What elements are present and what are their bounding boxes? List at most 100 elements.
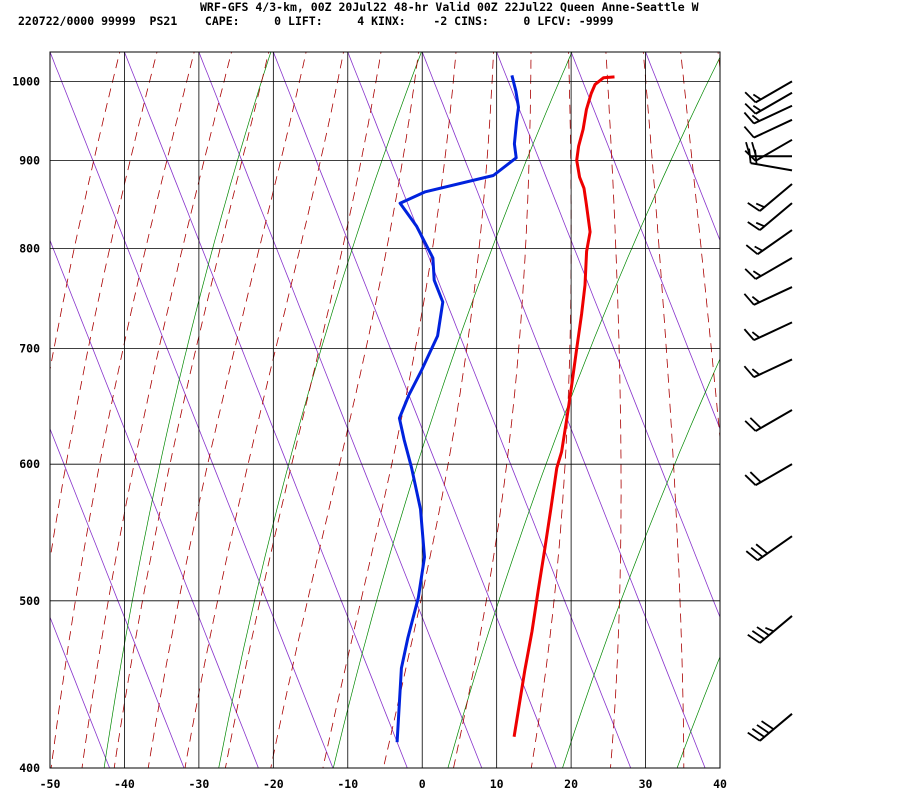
isotherm-line bbox=[347, 52, 632, 768]
barb-feather bbox=[745, 244, 759, 255]
moist-adiabat-line bbox=[184, 52, 344, 768]
barb-feather bbox=[754, 245, 763, 252]
x-tick-label: -20 bbox=[263, 777, 284, 791]
wind-barb bbox=[743, 358, 793, 379]
tick-labels: -50 -40 -30 -20 -10 0 10 20 30 40 400 500 600 700 800 9… bbox=[12, 74, 727, 791]
isotherm-line bbox=[794, 52, 900, 768]
moist-adiabat-line bbox=[680, 52, 720, 442]
wind-barbs bbox=[743, 80, 793, 742]
moist-adiabat-line bbox=[224, 52, 382, 768]
moist-adiabat-line bbox=[81, 52, 232, 768]
x-tick-label: -50 bbox=[40, 777, 61, 791]
barb-feather bbox=[751, 630, 765, 640]
dry-adiabat-line bbox=[218, 52, 422, 768]
moist-adiabat-line bbox=[147, 52, 307, 768]
isotherm-line bbox=[50, 52, 334, 768]
moist-adiabat-line bbox=[50, 52, 121, 372]
barb-staff bbox=[753, 358, 793, 379]
barb-feather bbox=[755, 221, 765, 228]
barb-feather bbox=[752, 93, 762, 101]
barb-feather bbox=[747, 202, 761, 212]
barb-staff bbox=[759, 615, 793, 644]
x-tick-label: 40 bbox=[713, 777, 727, 791]
barb-feather bbox=[751, 295, 760, 303]
barb-staff bbox=[755, 463, 793, 487]
barb-staff bbox=[753, 321, 793, 342]
x-tick-label: 20 bbox=[564, 777, 578, 791]
wind-barb bbox=[743, 118, 793, 139]
barb-staff bbox=[755, 257, 793, 280]
isotherm-line bbox=[421, 52, 706, 768]
barb-feather bbox=[755, 543, 768, 555]
dry-adiabat-line bbox=[447, 56, 720, 768]
x-tick-label: -30 bbox=[188, 777, 209, 791]
barb-feather bbox=[744, 474, 757, 486]
wind-barb bbox=[744, 463, 793, 487]
barb-feather bbox=[752, 105, 762, 112]
isotherm-line bbox=[272, 52, 557, 768]
barb-feather bbox=[751, 114, 760, 122]
wind-barb bbox=[745, 535, 793, 562]
y-tick-label: 800 bbox=[19, 242, 40, 256]
isotherm-line bbox=[496, 52, 720, 619]
barb-feather bbox=[743, 328, 755, 341]
dewpoint-profile bbox=[395, 75, 520, 743]
isotherm-line bbox=[645, 52, 720, 242]
barb-feather bbox=[747, 221, 761, 231]
wind-barb bbox=[743, 321, 793, 342]
dry-adiabat-line bbox=[792, 52, 900, 768]
wind-barb bbox=[744, 80, 793, 104]
barb-feather bbox=[744, 91, 757, 104]
barb-feather bbox=[744, 102, 757, 115]
barb-feather bbox=[749, 471, 762, 483]
isotherm-line bbox=[198, 52, 483, 768]
moist-adiabat-line bbox=[113, 52, 270, 768]
barb-staff bbox=[759, 183, 793, 212]
isotherm-line bbox=[50, 427, 185, 768]
barb-feather bbox=[761, 720, 775, 730]
isotherm-line bbox=[50, 239, 259, 768]
barb-staff bbox=[755, 91, 793, 115]
x-tick-label: -10 bbox=[337, 777, 358, 791]
moist-adiabat-line bbox=[382, 52, 494, 768]
barb-staff bbox=[750, 162, 793, 172]
barb-staff bbox=[755, 80, 793, 104]
dry-adiabat-line bbox=[103, 52, 272, 768]
x-tick-label: 0 bbox=[419, 777, 426, 791]
barb-feather bbox=[751, 368, 760, 376]
barb-staff bbox=[755, 409, 793, 432]
wind-barb bbox=[748, 148, 793, 172]
moist-adiabat-line bbox=[50, 52, 158, 562]
moist-adiabat-line bbox=[453, 52, 532, 768]
wind-barb bbox=[744, 257, 793, 280]
barb-staff bbox=[753, 118, 793, 139]
barb-feather bbox=[756, 626, 770, 636]
barb-staff bbox=[753, 104, 793, 125]
y-tick-label: 500 bbox=[19, 594, 40, 608]
moist-adiabat-line bbox=[322, 52, 457, 768]
barb-feather bbox=[743, 111, 755, 125]
x-tick-label: 30 bbox=[639, 777, 653, 791]
dry-adiabat-line bbox=[332, 52, 573, 768]
wind-barb bbox=[747, 615, 793, 644]
barb-feather bbox=[751, 728, 765, 738]
barb-feather bbox=[747, 731, 761, 742]
wind-barb bbox=[743, 286, 793, 306]
barb-feather bbox=[752, 270, 762, 277]
barb-staff bbox=[753, 286, 793, 306]
barb-feather bbox=[765, 626, 774, 633]
isotherm-line bbox=[570, 52, 720, 430]
wind-barb bbox=[743, 104, 793, 125]
barb-staff bbox=[759, 713, 793, 742]
profiles bbox=[395, 75, 615, 743]
barb-feather bbox=[750, 546, 764, 558]
barb-feather bbox=[748, 148, 752, 164]
isotherm-line bbox=[124, 52, 408, 768]
wind-barb bbox=[747, 183, 793, 212]
y-tick-label: 900 bbox=[19, 153, 40, 167]
barb-feather bbox=[744, 268, 757, 280]
barb-feather bbox=[743, 365, 755, 378]
isotherm-line bbox=[50, 616, 110, 768]
barb-feather bbox=[749, 417, 762, 429]
